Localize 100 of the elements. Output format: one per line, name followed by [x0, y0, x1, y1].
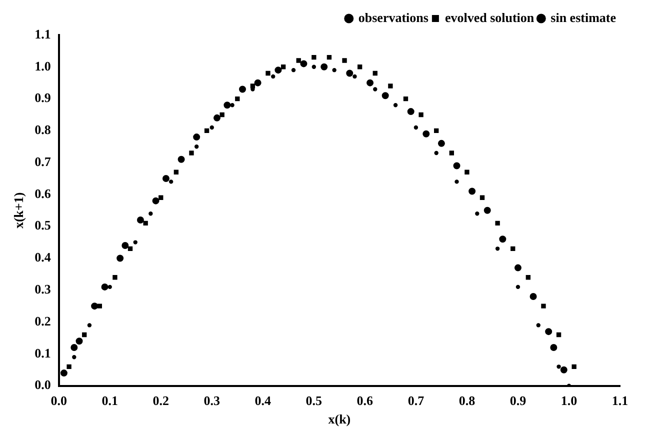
point: [162, 175, 170, 182]
point: [484, 206, 491, 214]
point: [454, 180, 459, 184]
point: [536, 323, 540, 328]
point: [545, 328, 552, 336]
point: [235, 96, 240, 102]
point: [274, 66, 282, 74]
point: [514, 264, 522, 272]
point: [572, 364, 576, 370]
point: [97, 304, 102, 308]
point: [510, 246, 516, 252]
point: [403, 96, 408, 102]
point: [556, 364, 561, 369]
point: [136, 216, 144, 224]
x-tick-label: 1.0: [560, 392, 578, 408]
point: [220, 112, 224, 118]
legend-label: sin estimate: [550, 10, 616, 25]
point: [72, 355, 76, 360]
point: [254, 79, 262, 86]
point: [516, 284, 520, 290]
point: [87, 323, 92, 328]
point: [346, 70, 354, 77]
point: [148, 211, 153, 216]
x-tick-label: 1.1: [612, 392, 628, 408]
point: [250, 84, 256, 88]
point: [152, 197, 160, 204]
point: [342, 58, 347, 63]
y-tick-label: 1.0: [34, 58, 51, 74]
point: [541, 304, 546, 308]
point: [434, 150, 438, 156]
x-tick-label: 0.3: [204, 392, 221, 408]
point: [418, 112, 424, 118]
y-tick-label: 0.6: [34, 186, 52, 201]
point: [320, 63, 328, 70]
point: [168, 180, 174, 184]
y-tick-label: 0.4: [34, 250, 52, 265]
y-axis-title: x(k+1): [11, 192, 26, 229]
x-tick-label: 0.2: [152, 392, 169, 408]
point: [224, 102, 231, 109]
point: [101, 283, 108, 290]
point: [407, 108, 414, 116]
point: [495, 246, 500, 251]
x-axis-title: x(k): [328, 412, 351, 427]
y-tick-label: 0.2: [34, 313, 51, 328]
point: [108, 284, 112, 290]
point: [280, 64, 286, 70]
legend-label: observations: [358, 10, 428, 25]
point: [189, 150, 194, 156]
point: [239, 86, 246, 93]
point: [357, 64, 362, 70]
x-tick-label: 0.6: [356, 392, 374, 408]
x-tick-label: 0.4: [254, 392, 272, 408]
point: [70, 344, 78, 352]
y-tick-label: 0.5: [34, 218, 52, 233]
point: [393, 103, 398, 108]
x-tick-label: 0.1: [102, 392, 118, 408]
y-tick-label: 0.9: [34, 90, 52, 106]
point: [60, 370, 68, 377]
y-tick-label: 0.7: [34, 154, 52, 169]
point: [174, 170, 179, 174]
point: [464, 170, 470, 174]
x-tick-label: 0.7: [408, 392, 425, 408]
y-tick-label: 0.1: [34, 345, 51, 360]
point: [550, 344, 558, 352]
point: [112, 275, 118, 280]
point: [296, 58, 301, 63]
legend-label: evolved solution: [444, 10, 535, 25]
x-tick-label: 0.5: [306, 392, 323, 408]
point: [556, 332, 562, 338]
point: [91, 302, 98, 310]
point: [526, 275, 531, 280]
point: [438, 140, 445, 147]
point: [495, 220, 500, 226]
x-tick-label: 0.9: [510, 392, 527, 408]
point: [210, 125, 214, 130]
point: [82, 332, 87, 338]
point: [373, 87, 378, 92]
point: [133, 240, 138, 244]
point: [382, 92, 389, 100]
point: [388, 84, 393, 88]
y-tick-label: 0.3: [34, 281, 52, 296]
point: [434, 128, 439, 134]
point: [116, 254, 124, 262]
point: [178, 156, 185, 163]
point: [468, 188, 476, 195]
point: [352, 74, 357, 79]
point: [122, 242, 129, 249]
point: [414, 125, 418, 130]
point: [213, 114, 220, 122]
point: [326, 54, 332, 60]
point: [332, 68, 336, 72]
point: [475, 211, 480, 216]
point: [560, 366, 568, 374]
y-tick-label: 0.0: [34, 377, 51, 392]
y-tick-label: 1.1: [34, 26, 51, 42]
x-tick-label: 0.0: [50, 392, 67, 408]
point: [449, 150, 454, 156]
point: [194, 144, 199, 149]
x-tick-label: 0.8: [458, 392, 476, 408]
point: [158, 195, 164, 200]
